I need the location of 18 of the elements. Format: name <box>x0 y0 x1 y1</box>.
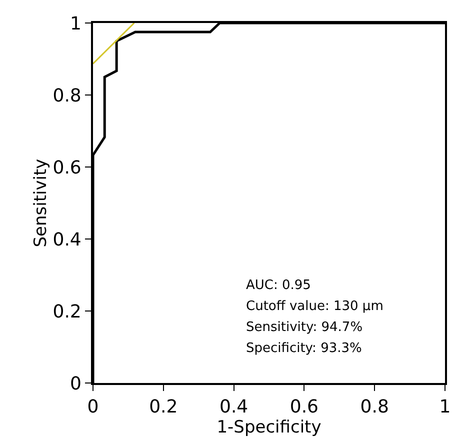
x-tick-label: 1 <box>439 396 451 418</box>
x-tick-label: 0.6 <box>290 396 319 418</box>
y-tick-label: 1 <box>70 13 82 34</box>
y-tick-label: 0.6 <box>52 157 82 178</box>
y-tick-label: 0 <box>70 373 82 394</box>
y-tick-label: 0.4 <box>52 229 82 250</box>
annotation: AUC: 0.95 <box>246 278 311 293</box>
annotation: Specificity: 93.3% <box>246 341 362 356</box>
y-tick-label: 0.8 <box>52 85 82 106</box>
annotation: Sensitivity: 94.7% <box>246 320 363 335</box>
annotation: Cutoff value: 130 μm <box>246 299 384 314</box>
x-tick-label: 0.4 <box>219 396 248 418</box>
y-axis-title: Sensitivity <box>30 158 51 248</box>
x-tick-label: 0 <box>87 396 99 418</box>
x-axis-title: 1-Specificity <box>216 418 322 438</box>
x-tick-label: 0.2 <box>149 396 178 418</box>
y-tick-label: 0.2 <box>52 301 82 322</box>
x-tick-label: 0.8 <box>360 396 389 418</box>
